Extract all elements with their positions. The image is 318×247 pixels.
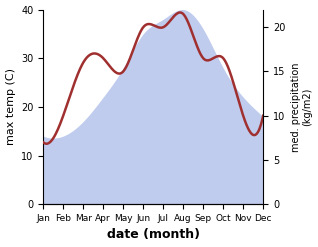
Y-axis label: med. precipitation
(kg/m2): med. precipitation (kg/m2) (291, 62, 313, 152)
X-axis label: date (month): date (month) (107, 228, 200, 242)
Y-axis label: max temp (C): max temp (C) (5, 68, 16, 145)
